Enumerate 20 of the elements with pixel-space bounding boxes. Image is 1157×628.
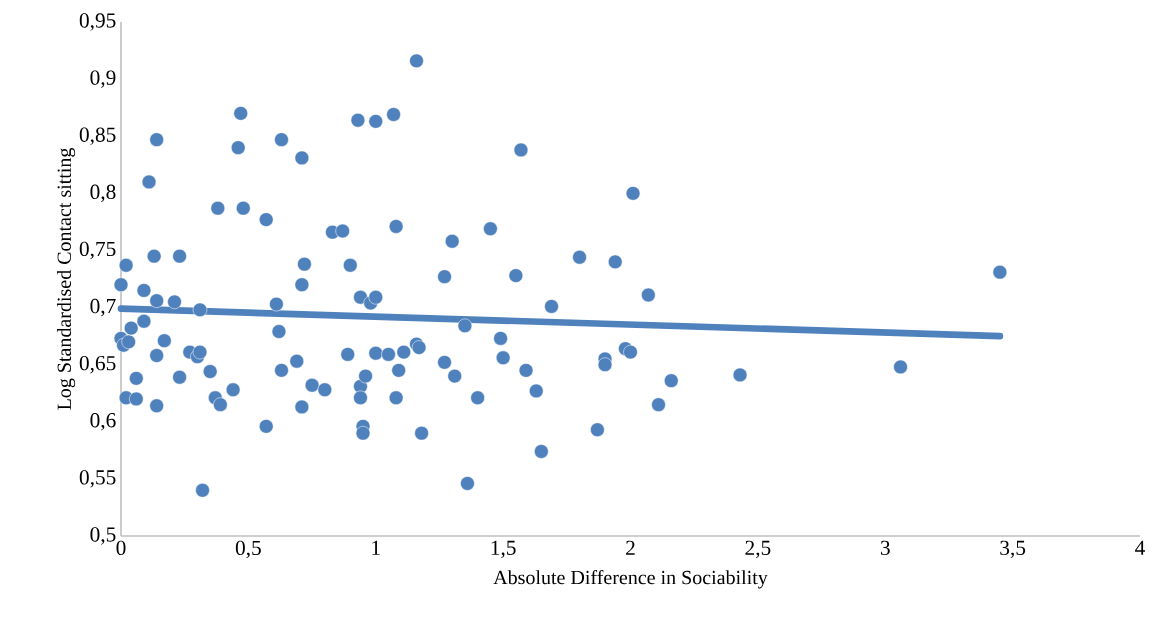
- y-tick-label: 0,55: [79, 470, 116, 488]
- x-tick-label: 3: [880, 540, 890, 556]
- y-tick-label: 0,9: [90, 70, 116, 88]
- x-tick-label: 0,5: [235, 540, 261, 559]
- y-tick-label: 0,85: [79, 127, 116, 145]
- x-tick-label: 2,5: [745, 540, 771, 559]
- y-tick-label: 0,6: [90, 413, 116, 431]
- y-axis-title: Log Standardised Contact sitting: [56, 147, 76, 410]
- y-tick-label: 0,7: [90, 298, 116, 317]
- x-tick-label: 3,5: [1000, 540, 1026, 559]
- y-tick-label: 0,8: [90, 184, 116, 203]
- x-tick-label: 4: [1135, 540, 1145, 555]
- x-tick-label: 2: [626, 540, 635, 555]
- x-tick-label: 0: [116, 540, 126, 556]
- x-tick-label: 1: [372, 540, 380, 555]
- x-tick-label: 1,5: [491, 540, 516, 559]
- y-tick-label: 0,65: [79, 355, 116, 374]
- y-tick-label: 0,95: [79, 13, 116, 31]
- y-tick-label: 0,75: [79, 241, 116, 260]
- x-axis-title: Absolute Difference in Sociability: [493, 569, 768, 589]
